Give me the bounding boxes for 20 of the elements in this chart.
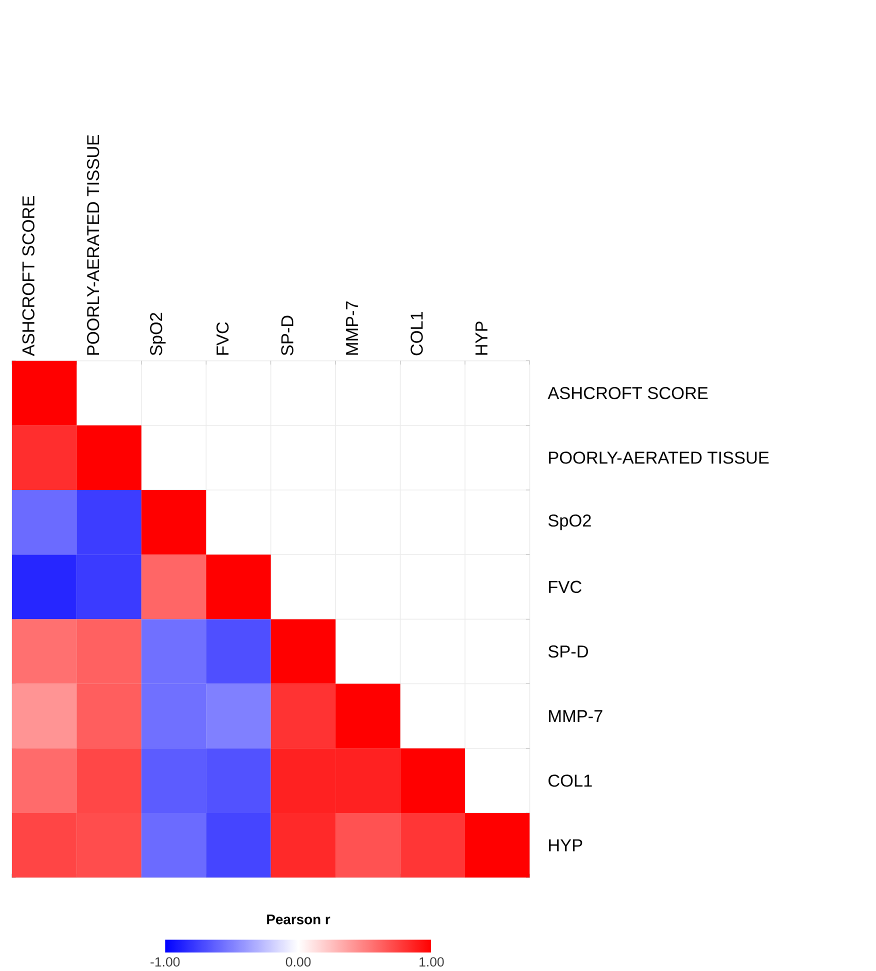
x-tick-label: POORLY-AERATED TISSUE [87,135,100,355]
color-bar-label: 1.00 [420,957,444,967]
x-tick-label: COL1 [410,312,424,356]
x-tick-label: FVC [216,322,229,355]
y-tick-label: HYP [549,839,582,852]
color-bar-label: -1.00 [150,957,180,967]
y-tick-label: MMP-7 [549,710,602,722]
y-tick-label: FVC [549,580,582,593]
color-bar-title: Pearson r [267,914,330,924]
y-tick-label: ASHCROFT SCORE [548,386,708,400]
color-bar-label: 0.00 [286,957,311,967]
x-tick-label: HYP [476,322,488,355]
y-tick-label: SpO2 [548,514,592,530]
y-tick-label: SP-D [548,645,588,658]
x-tick-label: SpO2 [150,312,166,356]
x-tick-label: MMP-7 [346,301,358,355]
x-tick-label: SP-D [281,316,294,356]
y-tick-label: POORLY-AERATED TISSUE [549,452,769,464]
y-tick-label: COL1 [548,774,592,787]
x-tick-label: ASHCROFT SCORE [22,196,35,356]
